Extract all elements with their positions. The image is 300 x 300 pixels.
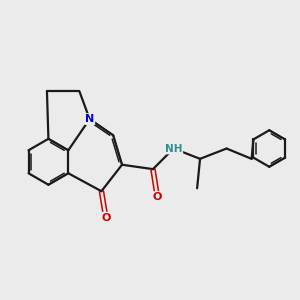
- Text: NH: NH: [165, 143, 182, 154]
- Text: O: O: [153, 192, 162, 202]
- Text: O: O: [101, 213, 110, 223]
- Text: N: N: [85, 114, 94, 124]
